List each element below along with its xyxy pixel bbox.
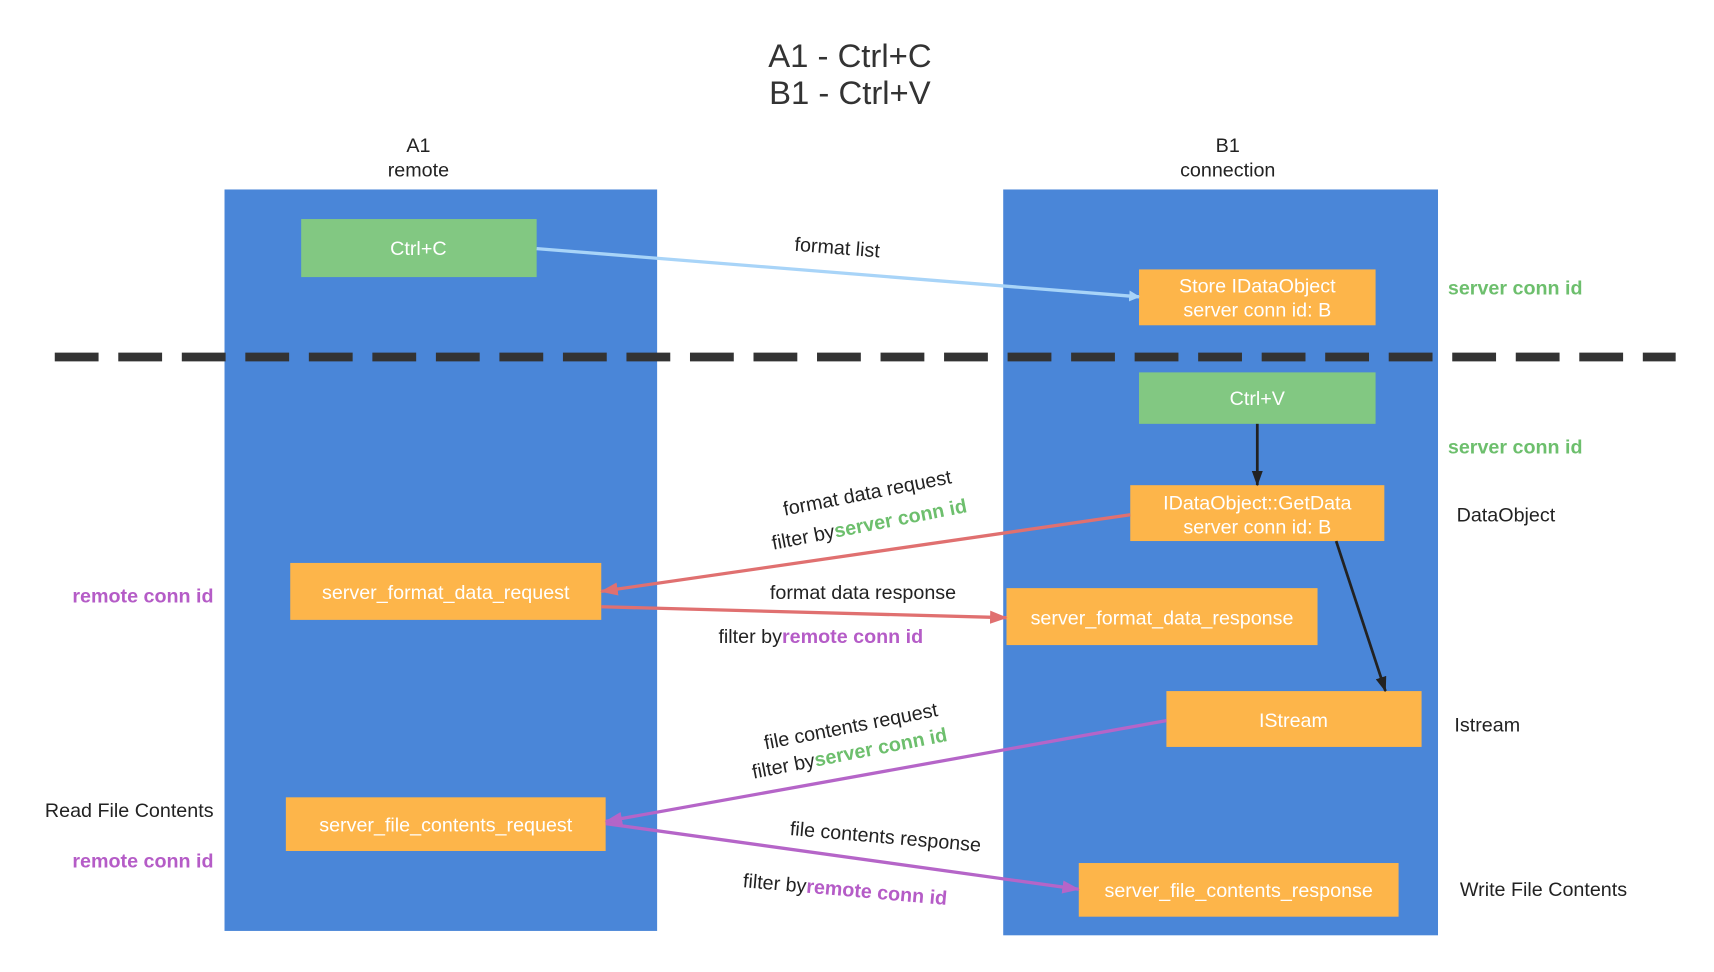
box-store-idataobject: Store IDataObject server conn id: B xyxy=(1139,269,1376,326)
remote-conn-id: remote conn id xyxy=(782,626,923,648)
label-file-contents-response: file contents response xyxy=(789,818,982,857)
arrow-getdata-istream xyxy=(1334,540,1387,693)
box-file-response: server_file_contents_response xyxy=(1078,863,1399,917)
title-line2: B1 - Ctrl+V xyxy=(769,74,931,111)
side-remote-conn-id-1: remote conn id xyxy=(72,585,213,607)
title-line1: A1 - Ctrl+C xyxy=(768,37,931,74)
filter-by: filter by xyxy=(770,521,837,555)
lane-left-role: remote xyxy=(388,159,449,181)
arrow-format-data-response xyxy=(601,605,1008,624)
filter-by: filter by xyxy=(742,870,807,897)
lane-left-name: A1 xyxy=(406,135,430,157)
box-file-response-label: server_file_contents_response xyxy=(1105,880,1373,902)
box-format-response: server_format_data_response xyxy=(1006,588,1318,646)
box-ctrl-c-label: Ctrl+C xyxy=(390,238,446,260)
arrow-file-contents-request xyxy=(604,719,1167,825)
box-istream-label: IStream xyxy=(1259,710,1328,732)
arrow-format-data-request xyxy=(600,513,1131,596)
box-format-request-label: server_format_data_request xyxy=(322,582,570,604)
side-istream: Istream xyxy=(1454,715,1520,737)
box-store-line1: Store IDataObject xyxy=(1179,275,1336,297)
arrow-format-list xyxy=(536,246,1141,302)
side-server-conn-id-2: server conn id xyxy=(1448,436,1583,458)
box-ctrl-c: Ctrl+C xyxy=(301,219,537,278)
box-getdata: IDataObject::GetData server conn id: B xyxy=(1130,485,1385,542)
box-file-request: server_file_contents_request xyxy=(285,797,606,851)
box-getdata-line1: IDataObject::GetData xyxy=(1163,492,1351,514)
side-dataobject: DataObject xyxy=(1457,504,1556,526)
box-store-line2: server conn id: B xyxy=(1183,300,1331,322)
filter-by: filter by xyxy=(718,626,782,648)
label-filter-remote-1: filter byremote conn id xyxy=(718,626,923,648)
box-istream: IStream xyxy=(1166,691,1422,747)
box-format-request: server_format_data_request xyxy=(290,562,602,620)
lane-right-name: B1 xyxy=(1216,135,1240,157)
box-ctrl-v-label: Ctrl+V xyxy=(1230,388,1286,410)
box-file-request-label: server_file_contents_request xyxy=(319,814,573,836)
label-format-list: format list xyxy=(794,234,881,263)
side-read-file: Read File Contents xyxy=(45,800,214,822)
box-getdata-line2: server conn id: B xyxy=(1183,516,1331,538)
side-write-file: Write File Contents xyxy=(1460,879,1627,901)
label-format-data-response: format data response xyxy=(770,582,956,604)
side-server-conn-id-1: server conn id xyxy=(1448,278,1583,300)
box-ctrl-v: Ctrl+V xyxy=(1139,372,1376,424)
box-format-response-label: server_format_data_response xyxy=(1031,607,1294,629)
label-filter-remote-2: filter byremote conn id xyxy=(742,870,948,910)
lane-right-role: connection xyxy=(1180,159,1275,181)
filter-by: filter by xyxy=(750,750,817,784)
arrow-file-contents-response xyxy=(605,821,1080,894)
remote-conn-id: remote conn id xyxy=(805,876,948,910)
side-remote-conn-id-2: remote conn id xyxy=(72,850,213,872)
